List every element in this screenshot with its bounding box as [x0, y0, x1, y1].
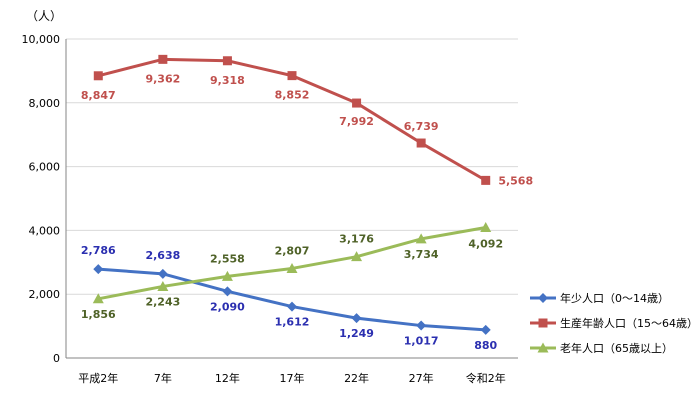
data-label: 6,739 [404, 120, 439, 133]
legend-marker [538, 318, 548, 328]
data-label: 1,856 [81, 308, 116, 321]
y-tick-label: 2,000 [29, 288, 61, 301]
y-tick-label: 0 [53, 352, 60, 365]
data-point [286, 262, 298, 273]
data-point [415, 233, 427, 244]
x-tick-label: 令和2年 [466, 371, 506, 385]
x-tick-label: 平成2年 [78, 371, 118, 385]
x-tick-label: 12年 [215, 371, 240, 385]
data-point [222, 56, 232, 66]
legend-marker [537, 342, 549, 353]
data-point [222, 286, 233, 297]
legend-marker [538, 293, 548, 303]
data-point [157, 268, 168, 279]
legend-label: 年少人口（0～14歳） [560, 291, 669, 305]
y-axis-unit-label: （人） [26, 9, 62, 23]
data-label: 2,558 [210, 252, 245, 265]
grid-lines [65, 38, 518, 359]
data-label: 9,362 [145, 72, 180, 85]
legend-label: 生産年齢人口（15～64歳） [560, 316, 698, 330]
y-tick-label: 6,000 [29, 161, 61, 174]
data-label: 1,249 [339, 327, 374, 340]
data-point [481, 175, 491, 185]
data-label: 8,852 [275, 89, 310, 102]
data-label: 5,568 [498, 174, 533, 187]
data-point [480, 324, 491, 335]
data-point [221, 270, 233, 281]
data-label: 3,176 [339, 233, 374, 246]
data-point [93, 71, 103, 81]
data-label: 2,807 [275, 244, 310, 257]
data-point [351, 313, 362, 324]
y-axis-ticks: 0 2,000 4,000 6,000 8,000 10,000 [22, 33, 61, 365]
data-label: 1,017 [404, 335, 439, 348]
data-point [157, 280, 169, 291]
data-label: 3,734 [404, 248, 439, 261]
data-label: 2,638 [145, 249, 180, 262]
data-point [351, 251, 363, 262]
data-point [416, 320, 427, 331]
data-label: 2,786 [81, 244, 116, 257]
data-label: 2,090 [210, 300, 245, 313]
data-point [158, 54, 168, 64]
x-tick-label: 27年 [409, 371, 434, 385]
data-point [480, 221, 492, 232]
data-label: 1,612 [275, 316, 310, 329]
x-tick-label: 17年 [280, 371, 305, 385]
data-label: 7,992 [339, 115, 374, 128]
data-point [287, 71, 297, 81]
data-point [92, 293, 104, 304]
data-label: 9,318 [210, 74, 245, 87]
y-tick-label: 8,000 [29, 97, 61, 110]
legend: 年少人口（0～14歳） 生産年齢人口（15～64歳） 老年人口（65歳以上） [530, 291, 698, 355]
x-axis-ticks: 平成2年 7年 12年 17年 22年 27年 令和2年 [78, 371, 505, 385]
data-label: 4,092 [468, 237, 503, 250]
data-point [287, 301, 297, 312]
data-point [93, 264, 104, 275]
data-point [416, 138, 426, 148]
data-labels: 2,786 2,638 2,090 1,612 1,249 1,017 880 8,847 9,… [81, 72, 533, 352]
data-label: 8,847 [81, 89, 116, 102]
y-tick-label: 10,000 [22, 33, 61, 46]
x-tick-label: 7年 [154, 371, 172, 385]
series-lines [92, 54, 492, 335]
x-tick-label: 22年 [344, 371, 369, 385]
data-label: 880 [474, 339, 497, 352]
legend-label: 老年人口（65歳以上） [560, 341, 673, 355]
y-tick-label: 4,000 [29, 224, 61, 237]
data-point [352, 98, 362, 108]
data-label: 2,243 [145, 295, 180, 308]
